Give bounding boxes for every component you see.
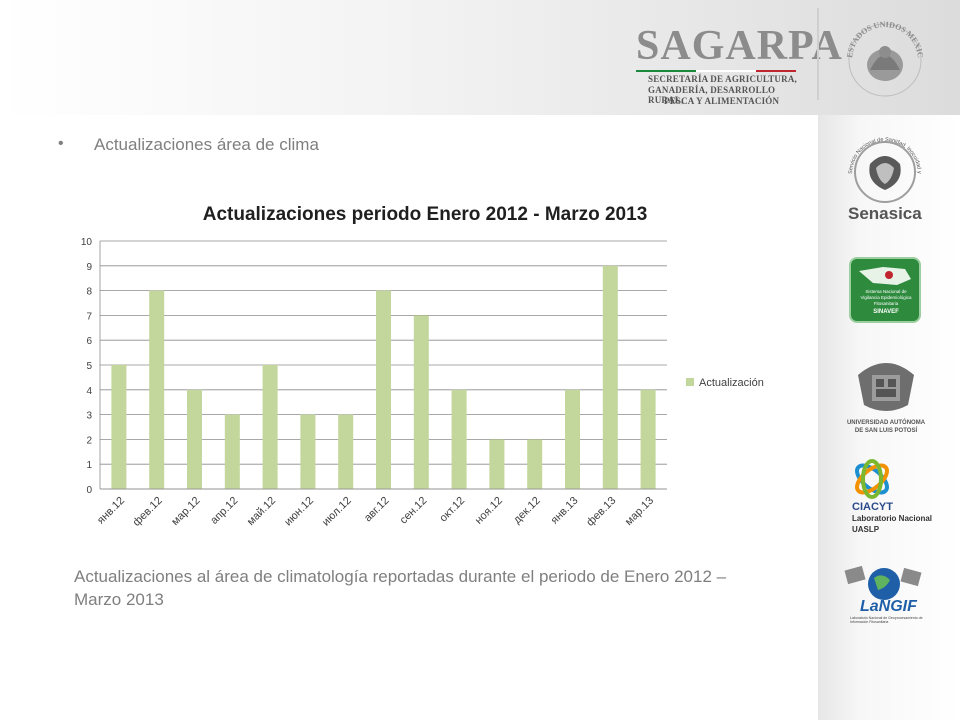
- y-tick-label: 5: [86, 361, 92, 372]
- bar: [413, 315, 429, 489]
- sinavef-logo: Sistema Nacional de Vigilancia Epidemiol…: [849, 257, 921, 323]
- ciacyt-sub-2: UASLP: [852, 525, 880, 534]
- bullet-marker: •: [58, 135, 64, 152]
- bar: [489, 439, 505, 489]
- uaslp-text-2: DE SAN LUIS POTOSÍ: [854, 428, 918, 434]
- header-divider: [817, 8, 819, 100]
- uaslp-text-1: UNIVERSIDAD AUTÓNOMA: [846, 420, 926, 426]
- x-tick-label: фев.12: [131, 495, 165, 529]
- bar: [187, 389, 202, 489]
- x-tick-label: июл.12: [320, 495, 354, 529]
- bar: [451, 389, 467, 489]
- mexico-seal-icon: ESTADOS UNIDOS MEXICANOS: [840, 10, 925, 97]
- y-tick-label: 4: [86, 386, 92, 397]
- sagarpa-subtitle-line-2: GANADERÍA, DESARROLLO RURAL,: [648, 85, 776, 105]
- y-axis: 0 1 2 3 4 5 6 7 8 9 10: [81, 237, 101, 496]
- langif-label: LaNGIF: [860, 598, 917, 615]
- x-tick-label: ноя.12: [473, 495, 505, 527]
- chart-bars: [111, 265, 656, 489]
- sponsor-sidebar: [818, 115, 960, 720]
- bar-chart: Actualizaciones periodo Enero 2012 - Mar…: [81, 204, 764, 529]
- x-tick-label: авг.12: [362, 495, 392, 525]
- x-tick-label: мар.12: [169, 495, 202, 528]
- sinavef-logo-icon: [859, 267, 911, 285]
- sagarpa-subtitle-line-1: SECRETARÍA DE AGRICULTURA,: [648, 74, 797, 84]
- y-tick-label: 7: [86, 311, 92, 322]
- bar: [565, 389, 580, 489]
- uaslp-logo-icon: [858, 363, 914, 411]
- x-tick-label: фев.13: [584, 495, 618, 529]
- ciacyt-title: CIACYT: [852, 501, 893, 513]
- x-tick-label: окт.12: [437, 495, 467, 525]
- x-axis: янв.12 фев.12 мар.12 апр.12 май.12 июн.12 июл.…: [95, 488, 667, 529]
- y-tick-label: 0: [86, 485, 92, 496]
- bar: [640, 389, 656, 489]
- ciacyt-sub-1: Laboratorio Nacional: [852, 514, 933, 523]
- bar: [300, 414, 316, 489]
- y-tick-label: 9: [86, 262, 92, 273]
- sinavef-text-1: Sistema Nacional de: [865, 289, 907, 294]
- ciacyt-logo-icon: [855, 459, 889, 499]
- bar: [111, 365, 127, 489]
- y-tick-label: 10: [81, 237, 93, 248]
- senasica-logo-icon: Servicio Nacional de Sanidad, Inocuidad …: [840, 130, 922, 203]
- slide-caption: Actualizaciones al área de climatología …: [74, 567, 727, 609]
- x-tick-label: апр.12: [208, 495, 240, 527]
- x-tick-label: янв.13: [549, 495, 581, 527]
- flag-stripe-green: [636, 70, 696, 72]
- bar: [602, 265, 618, 489]
- x-tick-label: дек.12: [511, 495, 543, 527]
- x-tick-label: сен.12: [398, 495, 430, 527]
- langif-logo: LaNGIF Laboratorio Nacional de Geoproces…: [842, 562, 934, 632]
- bullet-heading: Actualizaciones área de clima: [94, 135, 319, 154]
- header-banner: SAGARPA SECRETARÍA DE AGRICULTURA, GANAD…: [0, 0, 960, 115]
- bar: [262, 365, 278, 489]
- sinavef-text-4: SINAVEF: [873, 309, 899, 315]
- sinavef-text-2: Vigilancia Epidemiológica: [860, 295, 912, 300]
- x-tick-label: мар.13: [623, 495, 656, 528]
- y-tick-label: 2: [86, 435, 92, 446]
- langif-logo-icon: [844, 565, 922, 600]
- x-tick-label: янв.12: [95, 495, 127, 527]
- sagarpa-wordmark: SAGARPA: [636, 23, 843, 69]
- ciacyt-logo: CIACYT Laboratorio Nacional UASLP: [850, 457, 938, 547]
- langif-sub: Laboratorio Nacional de Geoprocesamiento…: [850, 616, 923, 624]
- sinavef-text-3: Fitosanitaria: [873, 301, 899, 306]
- bar: [527, 439, 543, 489]
- x-tick-label: май.12: [245, 495, 278, 528]
- chart-title: Actualizaciones periodo Enero 2012 - Mar…: [203, 204, 648, 225]
- legend-swatch: [686, 378, 694, 386]
- legend-label: Actualización: [699, 377, 764, 389]
- senasica-logo: Servicio Nacional de Sanidad, Inocuidad …: [840, 130, 928, 226]
- bar: [376, 290, 391, 489]
- senasica-label: Senasica: [848, 204, 922, 223]
- sagarpa-subtitle-line-3: PESCA Y ALIMENTACIÓN: [664, 96, 780, 106]
- y-tick-label: 8: [86, 287, 92, 298]
- flag-stripe-red: [756, 70, 796, 72]
- y-tick-label: 1: [86, 460, 92, 471]
- chart-legend: Actualización: [686, 377, 764, 389]
- bar: [338, 414, 354, 489]
- bar: [224, 414, 240, 489]
- y-tick-label: 3: [86, 411, 92, 422]
- uaslp-logo: UNIVERSIDAD AUTÓNOMA DE SAN LUIS POTOSÍ: [846, 355, 926, 440]
- y-tick-label: 6: [86, 336, 92, 347]
- bar: [149, 290, 165, 489]
- x-tick-label: июн.12: [282, 495, 316, 529]
- flag-stripe-white: [696, 70, 756, 72]
